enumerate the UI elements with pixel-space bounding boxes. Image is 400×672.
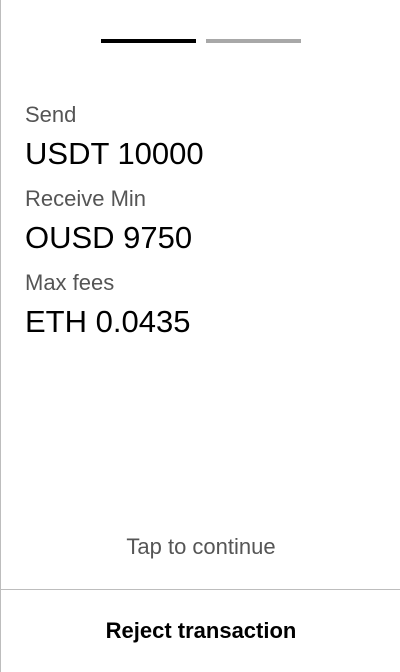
- transaction-details: Send USDT 10000 Receive Min OUSD 9750 Ma…: [25, 100, 377, 352]
- max-fees-value: ETH 0.0435: [25, 304, 191, 339]
- send-row: Send USDT 10000: [25, 100, 377, 184]
- step-progress-indicator: [101, 39, 301, 43]
- receive-min-label: Receive Min: [25, 186, 147, 211]
- receive-row: Receive Min OUSD 9750: [25, 184, 377, 268]
- step-2-indicator-inactive: [206, 39, 301, 43]
- fees-row: Max fees ETH 0.0435: [25, 268, 377, 352]
- receive-min-value: OUSD 9750: [25, 220, 193, 255]
- send-label: Send: [25, 102, 77, 127]
- footer-divider: [1, 589, 400, 590]
- send-value: USDT 10000: [25, 136, 204, 171]
- tap-to-continue-hint[interactable]: Tap to continue: [126, 534, 276, 559]
- max-fees-label: Max fees: [25, 270, 115, 295]
- reject-transaction-button[interactable]: Reject transaction: [1, 590, 400, 672]
- step-1-indicator-active: [101, 39, 196, 43]
